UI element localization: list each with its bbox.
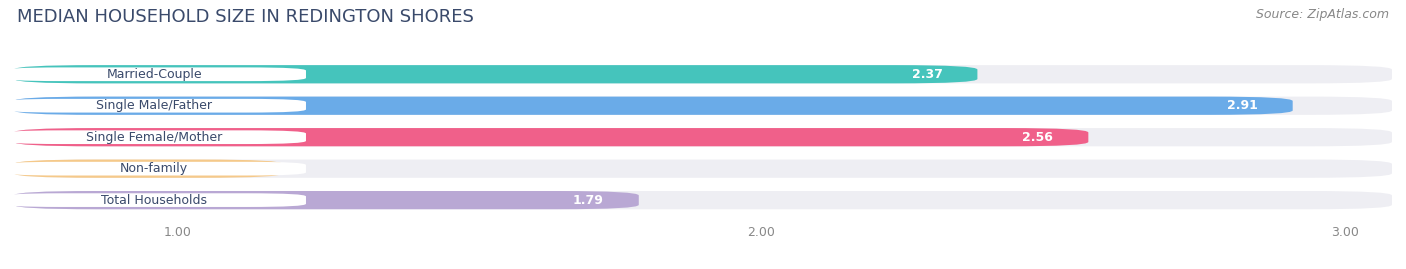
FancyBboxPatch shape — [14, 65, 977, 83]
FancyBboxPatch shape — [14, 128, 1088, 146]
FancyBboxPatch shape — [14, 160, 1392, 178]
FancyBboxPatch shape — [14, 191, 638, 209]
Text: Source: ZipAtlas.com: Source: ZipAtlas.com — [1256, 8, 1389, 21]
FancyBboxPatch shape — [14, 97, 1292, 115]
FancyBboxPatch shape — [14, 65, 1392, 83]
FancyBboxPatch shape — [3, 130, 307, 144]
FancyBboxPatch shape — [14, 160, 283, 178]
FancyBboxPatch shape — [3, 68, 307, 81]
Text: 1.18: 1.18 — [217, 162, 247, 175]
Text: 1.79: 1.79 — [572, 194, 603, 207]
Text: Married-Couple: Married-Couple — [107, 68, 202, 81]
Text: Non-family: Non-family — [120, 162, 188, 175]
Text: Single Male/Father: Single Male/Father — [96, 99, 212, 112]
FancyBboxPatch shape — [14, 191, 1392, 209]
FancyBboxPatch shape — [14, 97, 1392, 115]
Text: Total Households: Total Households — [101, 194, 207, 207]
Text: MEDIAN HOUSEHOLD SIZE IN REDINGTON SHORES: MEDIAN HOUSEHOLD SIZE IN REDINGTON SHORE… — [17, 8, 474, 26]
Text: 2.91: 2.91 — [1227, 99, 1257, 112]
Text: 2.56: 2.56 — [1022, 131, 1053, 144]
FancyBboxPatch shape — [3, 99, 307, 112]
Text: 2.37: 2.37 — [911, 68, 942, 81]
Text: Single Female/Mother: Single Female/Mother — [86, 131, 222, 144]
FancyBboxPatch shape — [14, 128, 1392, 146]
FancyBboxPatch shape — [3, 193, 307, 207]
FancyBboxPatch shape — [3, 162, 307, 175]
